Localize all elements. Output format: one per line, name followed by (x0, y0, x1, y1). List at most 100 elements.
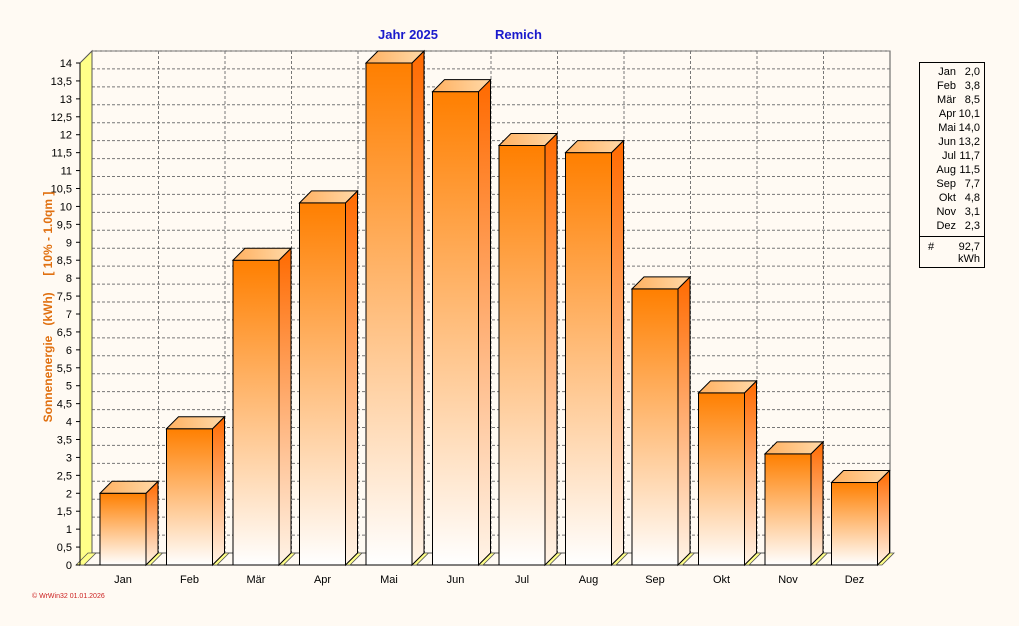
legend-box: Jan 2,0 Feb 3,8 Mär 8,5 Apr 10,1 Mai 14,0 Jun 13,2 J… (919, 62, 985, 268)
footer-credit: © WrWin32 01.01.2026 (32, 593, 105, 600)
bar-front (232, 259, 280, 566)
y-tick-label: 13 (60, 94, 72, 106)
legend-month: Apr (938, 108, 956, 120)
bar-front (99, 492, 147, 566)
legend-value: 2,3 (964, 220, 980, 232)
x-tick-label: Jul (515, 574, 529, 586)
legend-month: Feb (937, 80, 956, 92)
legend-total-unit: kWh (958, 253, 980, 265)
y-ticks: 00,511,522,533,544,555,566,577,588,599,5… (51, 58, 81, 572)
chart-location-title: Remich (495, 27, 542, 42)
legend-row: Apr 10,1 (920, 108, 980, 122)
bar-side (278, 247, 292, 567)
bars (98, 49, 891, 567)
bar-top (431, 79, 492, 93)
legend-row: Mai 14,0 (920, 122, 980, 136)
bar-front (831, 482, 878, 566)
legend-value: 3,1 (964, 206, 980, 218)
bar-top (564, 140, 625, 154)
x-tick-label: Mai (380, 574, 398, 586)
x-tick-label: Mär (247, 574, 266, 586)
y-tick-label: 13,5 (51, 76, 72, 88)
x-tick-label: Jun (447, 574, 465, 586)
legend-row: Nov 3,1 (920, 206, 980, 220)
legend-row: Dez 2,3 (920, 220, 980, 234)
bar-side (212, 415, 225, 567)
bar-Aug (564, 139, 625, 567)
legend-month: Sep (936, 178, 956, 190)
x-tick-label: Okt (713, 574, 730, 586)
bar-side (411, 49, 425, 567)
legend-month: Aug (936, 164, 956, 176)
legend-value: 11,5 (959, 164, 980, 176)
bar-Mär (231, 247, 293, 567)
legend-total-symbol: # (928, 241, 935, 253)
y-tick-label: 7,5 (57, 291, 72, 303)
y-tick-label: 10 (60, 201, 72, 213)
legend-row: Jul 11,7 (920, 150, 980, 164)
bar-Nov (763, 440, 825, 567)
y-tick-label: 3 (66, 452, 72, 464)
y-axis-label: Sonnenenergie (kWh) [ 10% - 1.0qm ] (41, 191, 55, 423)
bar-front (698, 392, 745, 566)
y-tick-label: 9 (66, 237, 72, 249)
bar-front (631, 288, 679, 566)
chart-year-title: Jahr 2025 (378, 27, 438, 42)
bar-top (497, 132, 559, 146)
y-tick-label: 3,5 (57, 435, 72, 447)
bar-top (697, 380, 758, 394)
legend-month: Jul (941, 150, 956, 162)
legend-value: 2,0 (964, 66, 980, 78)
bar-top (98, 480, 160, 494)
legend-month: Dez (936, 220, 956, 232)
bar-Dez (830, 469, 891, 567)
left-wall (79, 49, 93, 567)
x-tick-label: Apr (314, 574, 331, 586)
legend-row: Jan 2,0 (920, 66, 980, 80)
bar-top (298, 190, 359, 204)
legend-row: Mär 8,5 (920, 94, 980, 108)
bar-Jan (98, 480, 160, 567)
legend-value: 7,7 (964, 178, 980, 190)
y-tick-label: 5,5 (57, 363, 72, 375)
y-tick-label: 1,5 (57, 506, 72, 518)
legend-month: Nov (936, 206, 956, 218)
y-tick-label: 14 (60, 58, 72, 70)
x-tick-label: Aug (579, 574, 599, 586)
x-tick-label: Dez (845, 574, 865, 586)
y-tick-label: 4 (66, 417, 72, 429)
bar-top (630, 276, 692, 290)
y-tick-label: 5 (66, 381, 72, 393)
legend-total-value: 92,7 (958, 241, 980, 253)
y-tick-label: 7 (66, 309, 72, 321)
legend-row: Jun 13,2 (920, 136, 980, 150)
legend-value: 8,5 (964, 94, 980, 106)
bar-side (145, 480, 159, 567)
legend-row: Aug 11,5 (920, 164, 980, 178)
y-tick-label: 2 (66, 488, 72, 500)
legend-month: Okt (938, 192, 956, 204)
x-tick-label: Jan (114, 574, 132, 586)
bar-side (345, 189, 358, 567)
y-tick-label: 10,5 (51, 184, 72, 196)
bar-side (877, 469, 890, 567)
y-tick-label: 11 (61, 166, 72, 178)
y-tick-label: 11,5 (51, 148, 72, 160)
bar-Sep (630, 275, 692, 567)
legend-value: 14,0 (958, 122, 980, 134)
legend-month: Mai (938, 122, 956, 134)
bar-side (810, 440, 824, 567)
bar-Okt (697, 379, 758, 567)
legend-month: Mär (937, 94, 956, 106)
bar-top (830, 470, 891, 484)
legend-month: Jun (938, 136, 956, 148)
bar-Jul (497, 132, 559, 567)
y-tick-label: 8,5 (57, 255, 72, 267)
legend-value: 13,2 (958, 136, 980, 148)
bar-front (299, 202, 346, 566)
bar-top (165, 416, 226, 430)
legend-value: 3,8 (964, 80, 980, 92)
bar-side (544, 132, 558, 567)
bar-Feb (165, 415, 226, 567)
